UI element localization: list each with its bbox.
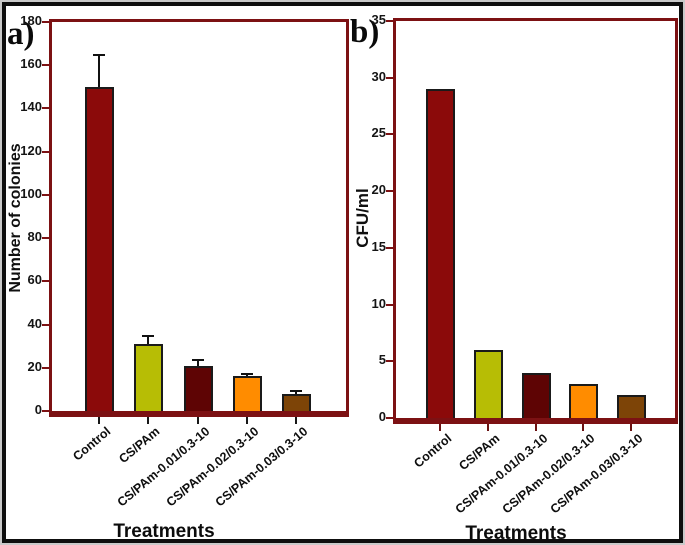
y-tick-mark (386, 417, 393, 419)
panel-a-label: a) (7, 16, 35, 52)
y-tick-label: 20 (371, 182, 386, 198)
y-tick-label: 30 (371, 68, 386, 84)
y-tick-mark (386, 133, 393, 136)
error-bar-cap (93, 54, 105, 57)
y-tick-mark (42, 410, 49, 412)
error-bar (197, 359, 199, 366)
bar-control (425, 89, 455, 418)
y-tick-label: 60 (27, 272, 42, 288)
x-tick-mark (147, 417, 149, 424)
y-tick-label: 0 (378, 409, 386, 424)
y-tick-label: 10 (371, 295, 386, 311)
y-tick-mark (386, 20, 393, 22)
bar-cs-pam-0-03-0-3-10 (616, 395, 646, 418)
y-tick-mark (42, 366, 49, 369)
bar-control (84, 86, 114, 411)
y-tick-mark (386, 76, 393, 79)
y-tick-mark (386, 246, 393, 249)
error-bar-cap (192, 359, 204, 362)
y-tick-label: 160 (20, 56, 42, 72)
error-bar (98, 54, 100, 87)
y-tick-mark (42, 323, 49, 326)
bar-cs-pam (473, 349, 503, 418)
y-tick-label: 180 (20, 13, 42, 28)
y-tick-label: 5 (378, 352, 386, 368)
x-tick-mark (98, 417, 100, 424)
panel-b-label: b) (350, 14, 380, 50)
y-tick-mark (386, 303, 393, 306)
x-tick-mark (439, 424, 441, 431)
x-tick-mark (487, 424, 489, 431)
plot-area-b: CFU/ml Treatments 0 5 10 15 20 25 30 35 Control C… (353, 12, 678, 543)
x-tick-mark (630, 424, 632, 431)
error-bar (147, 335, 149, 345)
y-tick-label: 80 (27, 229, 42, 245)
x-tick-mark (535, 424, 537, 431)
y-tick-label: 20 (27, 358, 42, 374)
x-tick-mark (295, 417, 297, 424)
x-axis-title-a: Treatments (113, 521, 215, 542)
bar-cs-pam-0-03-0-3-10 (281, 393, 311, 411)
bar-cs-pam-0-01-0-3-10 (183, 365, 213, 411)
x-tick-mark (246, 417, 248, 424)
error-bar-cap (241, 373, 253, 376)
plot-area-a: Number of colonies Treatments 0 20 40 60 80 1… (7, 13, 349, 542)
error-bar-cap (142, 335, 154, 338)
y-tick-mark (42, 150, 49, 153)
y-tick-mark (42, 280, 49, 283)
y-tick-label: 0 (34, 402, 42, 417)
y-tick-mark (42, 21, 49, 23)
x-tick-mark (197, 417, 199, 424)
y-tick-mark (42, 107, 49, 110)
y-tick-mark (386, 360, 393, 363)
y-tick-label: 120 (20, 142, 42, 158)
y-tick-label: 100 (20, 185, 42, 201)
y-tick-label: 35 (371, 12, 386, 27)
x-tick-mark (582, 424, 584, 431)
y-tick-mark (42, 193, 49, 196)
bar-cs-pam-0-02-0-3-10 (232, 376, 262, 411)
y-tick-mark (386, 190, 393, 193)
bar-cs-pam-0-01-0-3-10 (521, 372, 551, 418)
y-tick-mark (42, 64, 49, 67)
y-tick-label: 40 (27, 315, 42, 331)
bar-cs-pam (133, 344, 163, 411)
x-axis-title-b: Treatments (465, 523, 567, 544)
y-tick-label: 25 (371, 125, 386, 141)
y-axis-title-a: Number of colonies (7, 143, 24, 293)
bar-cs-pam-0-02-0-3-10 (568, 383, 598, 418)
y-tick-label: 15 (371, 238, 386, 254)
y-tick-mark (42, 237, 49, 240)
error-bar-cap (290, 390, 302, 393)
y-tick-label: 140 (20, 99, 42, 115)
